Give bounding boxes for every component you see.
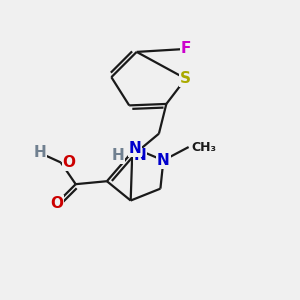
Text: N: N: [129, 141, 142, 156]
Text: CH₃: CH₃: [192, 140, 217, 154]
Text: S: S: [180, 71, 191, 86]
Text: N: N: [134, 148, 146, 164]
Text: H: H: [34, 146, 46, 160]
Text: O: O: [50, 196, 63, 211]
Text: H: H: [112, 148, 125, 164]
Text: F: F: [181, 41, 191, 56]
Text: N: N: [157, 153, 170, 168]
Text: O: O: [62, 155, 75, 170]
